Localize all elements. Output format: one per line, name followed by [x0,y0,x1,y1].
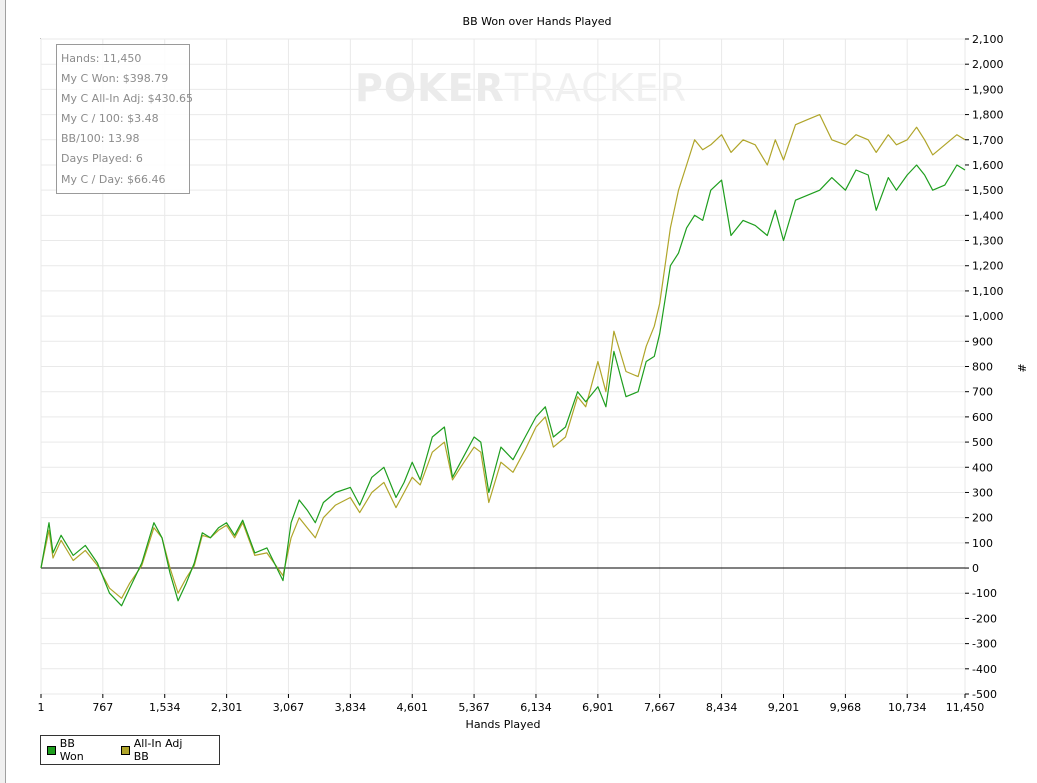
x-tick-label: 6,901 [582,701,614,714]
y-tick-label: 100 [972,537,993,550]
x-tick-label: 10,734 [888,701,927,714]
x-tick-label: 8,434 [706,701,738,714]
y-tick-label: 1,600 [972,159,1004,172]
chart-title: BB Won over Hands Played [463,15,612,28]
x-tick-label: 4,601 [396,701,428,714]
y-tick-label: 2,100 [972,33,1004,46]
x-tick-label: 9,968 [830,701,862,714]
y-tick-label: 800 [972,361,993,374]
pokertracker-watermark: POKERTRACKER [355,66,688,110]
stats-box: Hands: 11,450 My C Won: $398.79 My C All… [56,44,194,194]
x-axis-ticks: 1 767 1,534 2,301 3,067 3,834 4,601 5,367 6,134 6… [38,694,985,714]
y-tick-label: 1,200 [972,260,1004,273]
x-tick-label: 11,450 [946,701,985,714]
legend-label: BB Won [59,737,84,763]
y-tick-label: 300 [972,486,993,499]
legend-swatch [47,745,56,755]
stat-allin-adj: My C All-In Adj: $430.65 [61,92,194,106]
x-tick-label: 3,067 [273,701,305,714]
series-lines [40,113,966,607]
y-tick-label: 400 [972,461,993,474]
legend-swatch [120,745,130,755]
y-tick-label: 1,300 [972,235,1004,248]
x-tick-label: 2,301 [211,701,243,714]
legend: BB Won All-In Adj BB [40,735,220,765]
y-tick-label: 2,000 [972,58,1004,71]
y-tick-label: -100 [972,587,997,600]
x-tick-label: 3,834 [335,701,367,714]
y-tick-label: 900 [972,335,993,348]
legend-item-bb-won[interactable]: BB Won [47,737,101,763]
y-tick-label: 1,000 [972,310,1004,323]
y-tick-label: 700 [972,386,993,399]
x-tick-label: 1 [38,701,45,714]
x-tick-label: 6,134 [520,701,552,714]
x-tick-label: 7,667 [644,701,676,714]
y-tick-label: 500 [972,436,993,449]
x-tick-label: 1,534 [149,701,181,714]
y-tick-label: 200 [972,512,993,525]
series-line-bb-won [40,164,966,607]
stat-hands: Hands: 11,450 [61,52,142,65]
x-tick-label: 5,367 [458,701,490,714]
y-tick-label: 1,800 [972,109,1004,122]
stat-per-100: My C / 100: $3.48 [61,112,159,126]
y-tick-label: -300 [972,638,997,651]
x-axis-label: Hands Played [466,718,541,731]
legend-label: All-In Adj BB [133,737,183,763]
stat-won: My C Won: $398.79 [61,72,169,86]
y-axis-ticks: -500 -400 -300 -200 -100 0 100 200 300 400 500 600 7… [965,33,1004,701]
x-tick-label: 9,201 [768,701,800,714]
y-axis-label: # [1015,363,1028,372]
y-tick-label: 1,900 [972,83,1004,96]
stat-bb-100: BB/100: 13.98 [61,132,140,146]
y-tick-label: 1,100 [972,285,1004,298]
y-tick-label: -500 [972,688,997,701]
y-tick-label: -400 [972,663,997,676]
stat-days-played: Days Played: 6 [61,152,143,166]
y-tick-label: -200 [972,612,997,625]
legend-item-allin-adj[interactable]: All-In Adj BB [120,737,199,763]
y-tick-label: 600 [972,411,993,424]
x-tick-label: 767 [92,701,113,714]
y-tick-label: 1,700 [972,134,1004,147]
y-tick-label: 0 [972,562,979,575]
y-tick-label: 1,400 [972,209,1004,222]
y-tick-label: 1,500 [972,184,1004,197]
stat-per-day: My C / Day: $66.46 [61,172,166,186]
window-left-edge [0,0,6,783]
